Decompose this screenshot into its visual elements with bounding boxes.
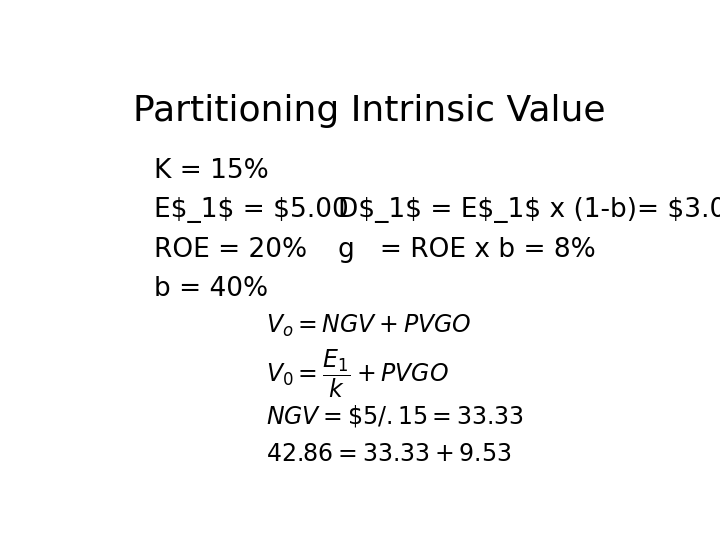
- Text: ROE = 20%: ROE = 20%: [154, 237, 307, 263]
- Text: E$_1$ = $5.00: E$_1$ = $5.00: [154, 197, 349, 224]
- Text: $V_o = NGV + PVGO$: $V_o = NGV + PVGO$: [266, 313, 472, 339]
- Text: K = 15%: K = 15%: [154, 158, 269, 184]
- Text: $NGV = \$5/.15 = 33.33$: $NGV = \$5/.15 = 33.33$: [266, 403, 524, 429]
- Text: $V_0 = \dfrac{E_1}{k} + PVGO$: $V_0 = \dfrac{E_1}{k} + PVGO$: [266, 347, 449, 400]
- Text: Partitioning Intrinsic Value: Partitioning Intrinsic Value: [132, 94, 606, 128]
- Text: $42.86 = 33.33 + 9.53$: $42.86 = 33.33 + 9.53$: [266, 442, 511, 465]
- Text: b = 40%: b = 40%: [154, 276, 269, 302]
- Text: g   = ROE x b = 8%: g = ROE x b = 8%: [338, 237, 596, 263]
- Text: D$_1$ = E$_1$ x (1-b)= $3.00: D$_1$ = E$_1$ x (1-b)= $3.00: [338, 197, 720, 224]
